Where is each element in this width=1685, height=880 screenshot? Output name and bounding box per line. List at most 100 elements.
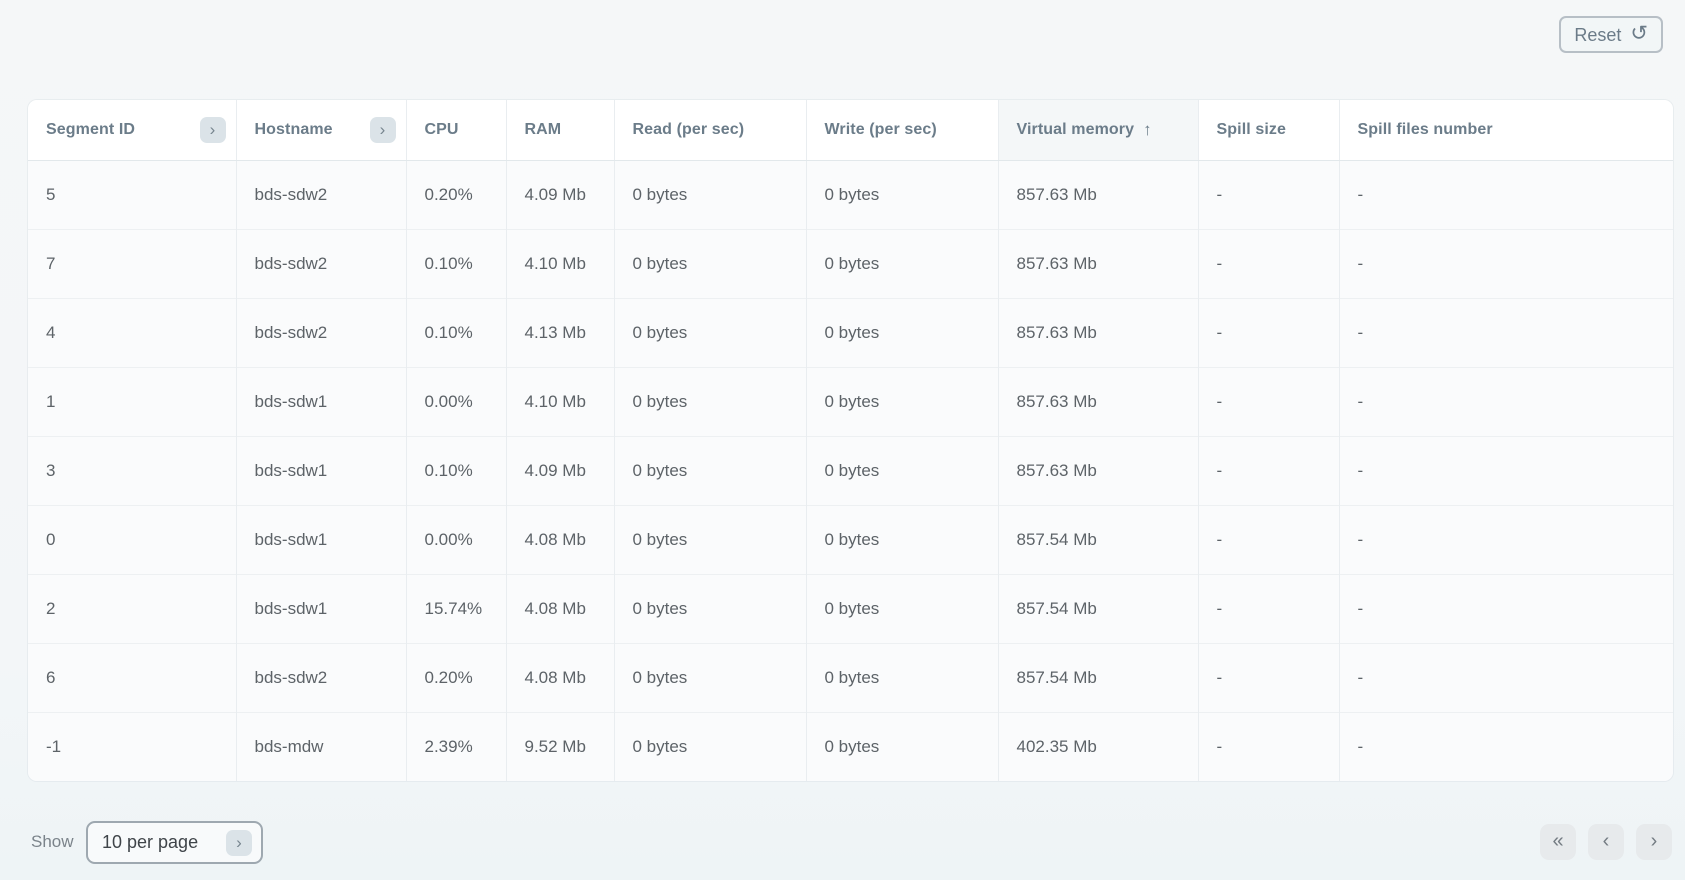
cell-write-per-sec: 0 bytes [805,643,998,713]
cell-spill-size: - [1197,229,1339,299]
cell-segment-id: 6 [28,643,236,713]
first-page-button[interactable]: « [1540,824,1576,860]
cell-cpu: 0.10% [405,229,506,299]
cell-read-per-sec: 0 bytes [613,367,806,437]
table-row: 2 bds-sdw1 15.74% 4.08 Mb 0 bytes 0 bytes 857.… [28,574,1673,644]
cell-cpu: 2.39% [405,712,506,781]
reset-icon: ↺ [1630,22,1648,45]
chevron-left-icon: ‹ [1602,830,1610,852]
column-header-write-per-sec[interactable]: Write (per sec) [805,100,998,161]
cell-write-per-sec: 0 bytes [805,574,998,644]
chevron-down-icon: › [226,829,252,856]
cell-cpu: 0.10% [405,298,506,368]
cell-write-per-sec: 0 bytes [805,160,998,230]
cell-virtual-memory: 857.54 Mb [997,643,1198,713]
cell-virtual-memory: 857.63 Mb [997,160,1198,230]
column-label: RAM [524,121,562,138]
table-body: 5 bds-sdw2 0.20% 4.09 Mb 0 bytes 0 bytes 857.6… [28,160,1673,781]
cell-write-per-sec: 0 bytes [805,367,998,437]
cell-ram: 4.10 Mb [505,367,614,437]
table-row: 5 bds-sdw2 0.20% 4.09 Mb 0 bytes 0 bytes 857.6… [28,160,1673,230]
cell-spill-files-number: - [1338,367,1673,437]
column-header-spill-size[interactable]: Spill size [1197,100,1339,161]
cell-spill-size: - [1197,643,1339,713]
cell-spill-files-number: - [1338,298,1673,368]
cell-read-per-sec: 0 bytes [613,505,806,575]
cell-virtual-memory: 857.54 Mb [997,505,1198,575]
cell-ram: 4.08 Mb [505,643,614,713]
table-header-row: Segment ID › Hostname › CPU RAM Read (per sec)… [28,100,1673,161]
cell-read-per-sec: 0 bytes [613,574,806,644]
column-label: Virtual memory [1016,121,1135,138]
cell-spill-size: - [1197,160,1339,230]
page-size-value: 10 per page [102,832,199,852]
cell-hostname: bds-sdw1 [235,436,406,506]
sort-ascending-icon: ↑ [1143,120,1152,139]
segments-table-card: Segment ID › Hostname › CPU RAM Read (per sec)… [28,100,1673,781]
cell-segment-id: 3 [28,436,236,506]
column-label: Spill files number [1357,121,1493,138]
table-row: 4 bds-sdw2 0.10% 4.13 Mb 0 bytes 0 bytes 857.6… [28,298,1673,368]
cell-spill-size: - [1197,367,1339,437]
cell-ram: 4.08 Mb [505,505,614,575]
cell-hostname: bds-mdw [235,712,406,781]
cell-segment-id: 7 [28,229,236,299]
column-header-segment-id[interactable]: Segment ID › [28,100,236,161]
cell-ram: 9.52 Mb [505,712,614,781]
cell-write-per-sec: 0 bytes [805,436,998,506]
cell-cpu: 0.20% [405,160,506,230]
table-row: 6 bds-sdw2 0.20% 4.08 Mb 0 bytes 0 bytes 857.5… [28,643,1673,713]
next-page-button[interactable]: › [1636,824,1672,860]
cell-spill-files-number: - [1338,229,1673,299]
cell-virtual-memory: 857.63 Mb [997,367,1198,437]
show-label: Show [31,832,74,851]
table-row: 0 bds-sdw1 0.00% 4.08 Mb 0 bytes 0 bytes 857.5… [28,505,1673,575]
cell-virtual-memory: 857.63 Mb [997,436,1198,506]
cell-write-per-sec: 0 bytes [805,712,998,781]
cell-read-per-sec: 0 bytes [613,712,806,781]
pagination: « ‹ › [1540,824,1672,860]
column-header-spill-files-number[interactable]: Spill files number [1338,100,1673,161]
prev-page-button[interactable]: ‹ [1588,824,1624,860]
cell-spill-files-number: - [1338,160,1673,230]
page-size-select[interactable]: 10 per page › [86,821,263,864]
column-header-ram[interactable]: RAM [505,100,614,161]
column-expand-button[interactable]: › [199,117,226,143]
cell-cpu: 0.10% [405,436,506,506]
column-header-cpu[interactable]: CPU [405,100,506,161]
cell-cpu: 0.00% [405,505,506,575]
cell-read-per-sec: 0 bytes [613,160,806,230]
column-label: CPU [424,121,459,138]
cell-segment-id: 1 [28,367,236,437]
cell-segment-id: 2 [28,574,236,644]
cell-spill-size: - [1197,505,1339,575]
cell-read-per-sec: 0 bytes [613,298,806,368]
cell-read-per-sec: 0 bytes [613,229,806,299]
cell-cpu: 0.00% [405,367,506,437]
column-header-virtual-memory[interactable]: Virtual memory ↑ [997,100,1198,161]
cell-hostname: bds-sdw1 [235,574,406,644]
cell-virtual-memory: 857.63 Mb [997,298,1198,368]
cell-virtual-memory: 402.35 Mb [997,712,1198,781]
cell-segment-id: 0 [28,505,236,575]
reset-button[interactable]: Reset ↺ [1559,16,1663,53]
cell-spill-size: - [1197,298,1339,368]
cell-ram: 4.13 Mb [505,298,614,368]
cell-segment-id: -1 [28,712,236,781]
cell-write-per-sec: 0 bytes [805,505,998,575]
column-header-hostname[interactable]: Hostname › [235,100,406,161]
cell-hostname: bds-sdw2 [235,643,406,713]
column-expand-button[interactable]: › [369,117,396,143]
cell-hostname: bds-sdw2 [235,298,406,368]
cell-ram: 4.08 Mb [505,574,614,644]
cell-spill-files-number: - [1338,712,1673,781]
reset-button-label: Reset [1574,24,1622,45]
cell-spill-files-number: - [1338,505,1673,575]
cell-ram: 4.09 Mb [505,436,614,506]
column-label: Spill size [1216,121,1286,138]
table-row: 1 bds-sdw1 0.00% 4.10 Mb 0 bytes 0 bytes 857.6… [28,367,1673,437]
cell-hostname: bds-sdw1 [235,367,406,437]
cell-segment-id: 4 [28,298,236,368]
cell-hostname: bds-sdw1 [235,505,406,575]
column-header-read-per-sec[interactable]: Read (per sec) [613,100,806,161]
